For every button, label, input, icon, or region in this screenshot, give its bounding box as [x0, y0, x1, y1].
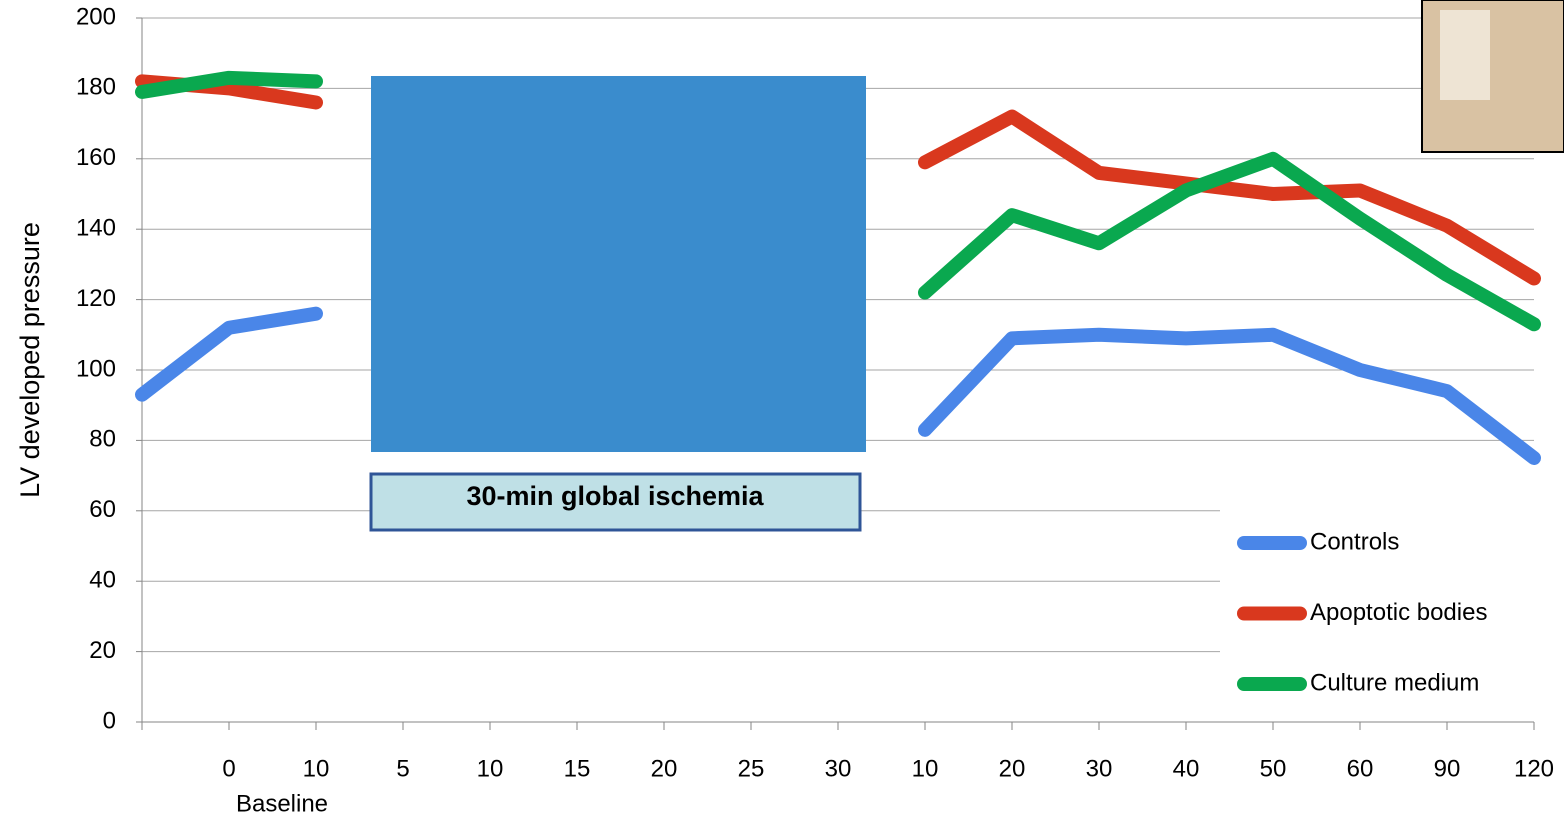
- y-tick-label: 120: [76, 285, 116, 312]
- x-tick-label: 15: [564, 755, 591, 782]
- ischemia-block: [371, 76, 866, 452]
- y-tick-label: 200: [76, 3, 116, 30]
- y-tick-label: 20: [89, 637, 116, 664]
- y-tick-label: 40: [89, 567, 116, 594]
- photo-detail: [1440, 10, 1490, 100]
- x-tick-label: 50: [1260, 755, 1287, 782]
- y-tick-label: 60: [89, 496, 116, 523]
- x-tick-label: 10: [303, 755, 330, 782]
- x-tick-label: 20: [999, 755, 1026, 782]
- x-tick-label: 10: [912, 755, 939, 782]
- y-axis-label: LV developed pressure: [15, 222, 45, 498]
- legend-label: Apoptotic bodies: [1310, 599, 1487, 626]
- x-tick-label: 25: [738, 755, 765, 782]
- x-tick-label: 5: [396, 755, 409, 782]
- annotation: 30-min global ischemia: [466, 481, 764, 511]
- x-group-label: Baseline: [236, 790, 328, 817]
- x-tick-label: 30: [825, 755, 852, 782]
- x-tick-label: 90: [1434, 755, 1461, 782]
- y-tick-label: 0: [103, 707, 116, 734]
- x-tick-label: 40: [1173, 755, 1200, 782]
- legend-label: Culture medium: [1310, 669, 1479, 696]
- legend-label: Controls: [1310, 528, 1399, 555]
- y-tick-label: 180: [76, 74, 116, 101]
- x-tick-label: 0: [222, 755, 235, 782]
- x-tick-label: 10: [477, 755, 504, 782]
- x-tick-label: 20: [651, 755, 678, 782]
- y-tick-label: 80: [89, 426, 116, 453]
- x-tick-label: 60: [1347, 755, 1374, 782]
- y-tick-label: 140: [76, 215, 116, 242]
- x-tick-label: 120: [1514, 755, 1554, 782]
- x-tick-label: 30: [1086, 755, 1113, 782]
- y-tick-label: 100: [76, 355, 116, 382]
- chart: 30-min global ischemia Baseline LV devel…: [0, 0, 1564, 819]
- y-tick-label: 160: [76, 144, 116, 171]
